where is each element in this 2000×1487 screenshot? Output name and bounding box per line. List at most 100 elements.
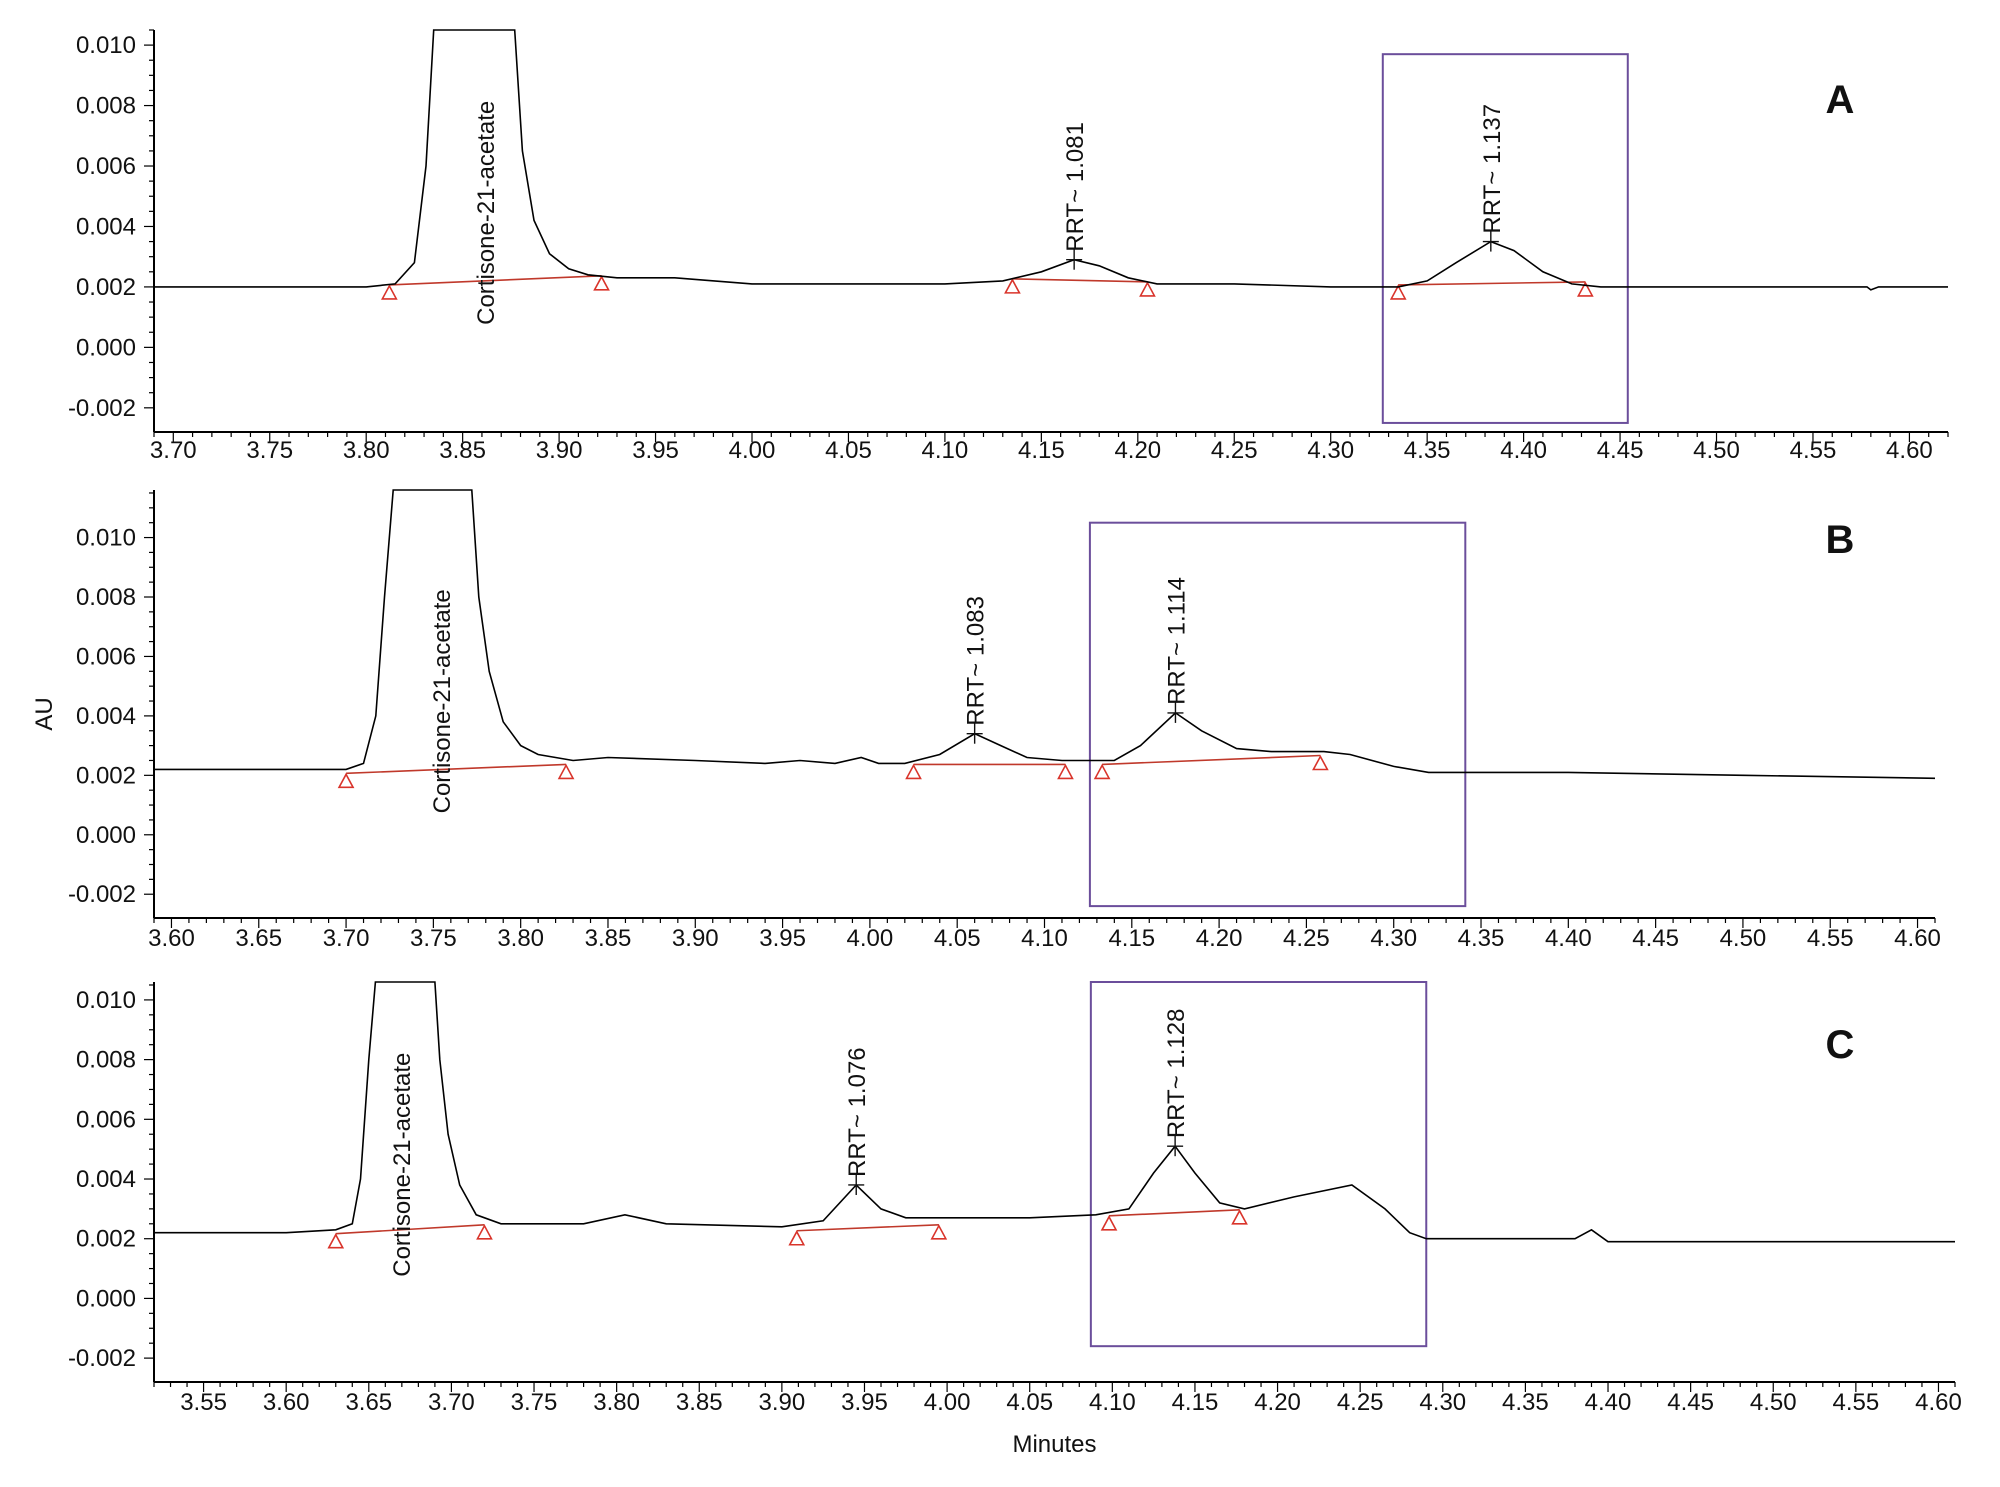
- x-tick-label: 4.25: [1211, 437, 1258, 464]
- panel-label: B: [1826, 518, 1855, 562]
- peak-boundary-marker: [1231, 1209, 1248, 1225]
- x-tick-label: 3.80: [593, 1389, 640, 1416]
- x-tick-label: 4.05: [825, 437, 872, 464]
- y-tick-label: 0.010: [76, 32, 136, 59]
- highlight-box: [1381, 53, 1629, 424]
- y-tick-label: 0.006: [76, 153, 136, 180]
- x-tick-label: 4.60: [1915, 1389, 1962, 1416]
- x-tick-label: 4.45: [1667, 1389, 1714, 1416]
- y-tick-label: -0.002: [68, 395, 136, 422]
- x-tick-label: 3.90: [672, 925, 719, 952]
- x-tick-label: 4.35: [1404, 437, 1451, 464]
- x-tick-label: 3.85: [676, 1389, 723, 1416]
- y-tick-label: 0.002: [76, 762, 136, 789]
- peak-label-rrt: RRT~ 1.076: [844, 1047, 871, 1177]
- y-tick-label: 0.010: [76, 987, 136, 1014]
- x-tick-label: 4.30: [1370, 925, 1417, 952]
- x-tick-label: 4.35: [1458, 925, 1505, 952]
- x-tick-label: 4.00: [847, 925, 894, 952]
- peak-baseline: [346, 763, 567, 775]
- x-tick-label: 4.05: [934, 925, 981, 952]
- peak-boundary-marker: [1057, 763, 1074, 780]
- peak-boundary-marker: [1577, 281, 1594, 297]
- peak-baseline: [1102, 754, 1321, 766]
- peak-boundary-marker: [337, 772, 355, 789]
- panel-label: C: [1826, 1023, 1855, 1067]
- x-tick-label: 4.50: [1720, 925, 1767, 952]
- chromatogram-trace: [154, 489, 1935, 780]
- y-axis-title: AU: [31, 697, 58, 730]
- x-tick-label: 4.60: [1894, 925, 1941, 952]
- x-tick-label: 3.80: [343, 437, 390, 464]
- x-tick-label: 4.40: [1500, 437, 1547, 464]
- peak-boundary-marker: [1093, 763, 1111, 780]
- peak-boundary-marker: [1100, 1215, 1118, 1231]
- x-tick-label: 3.95: [759, 925, 806, 952]
- x-tick-label: 4.35: [1502, 1389, 1549, 1416]
- peak-boundary-marker: [593, 275, 610, 291]
- x-tick-label: 3.90: [759, 1389, 806, 1416]
- x-tick-label: 3.75: [410, 925, 457, 952]
- x-tick-label: 3.95: [841, 1389, 888, 1416]
- peak-label-rrt: RRT~ 1.081: [1062, 122, 1089, 252]
- chromatogram-trace: [154, 29, 1948, 291]
- x-tick-label: 4.00: [729, 437, 776, 464]
- y-tick-label: 0.004: [76, 703, 136, 730]
- peak-label-rrt: RRT~ 1.114: [1163, 577, 1190, 705]
- y-tick-label: 0.000: [76, 822, 136, 849]
- x-tick-label: 3.60: [148, 925, 195, 952]
- peak-label-rrt: RRT~ 1.137: [1479, 104, 1506, 234]
- x-tick-label: 4.20: [1196, 925, 1243, 952]
- x-tick-label: 4.15: [1172, 1389, 1219, 1416]
- peak-baseline: [335, 1223, 485, 1235]
- y-tick-label: 0.006: [76, 1106, 136, 1133]
- peak-baseline: [1012, 278, 1148, 283]
- peak-boundary-marker: [557, 763, 575, 780]
- peak-boundary-marker: [476, 1224, 493, 1240]
- y-tick-label: 0.008: [76, 584, 136, 611]
- y-tick-label: 0.006: [76, 643, 136, 670]
- y-tick-label: 0.004: [76, 213, 136, 240]
- highlight-box: [1089, 981, 1428, 1348]
- x-tick-label: 4.40: [1585, 1389, 1632, 1416]
- x-tick-label: 4.00: [924, 1389, 971, 1416]
- peak-baseline: [796, 1223, 939, 1232]
- y-tick-label: 0.002: [76, 274, 136, 301]
- x-tick-label: 3.55: [180, 1389, 227, 1416]
- peak-boundary-marker: [1389, 284, 1407, 300]
- chart-panel-c: 3.55 3.60 3.65 3.70 3.75 3.80 3.85 3.90 3.95 4.00…: [68, 981, 1962, 1458]
- y-tick-label: -0.002: [68, 881, 136, 908]
- x-tick-label: 4.40: [1545, 925, 1592, 952]
- y-tick-label: 0.008: [76, 1047, 136, 1074]
- peak-boundary-marker: [788, 1230, 806, 1246]
- peak-label-cortisone: Cortisone-21-acetate: [389, 1053, 416, 1277]
- x-tick-label: 3.70: [150, 437, 197, 464]
- x-tick-label: 3.75: [246, 437, 293, 464]
- x-tick-label: 4.05: [1006, 1389, 1053, 1416]
- x-tick-label: 3.60: [263, 1389, 310, 1416]
- y-tick-label: 0.010: [76, 525, 136, 552]
- peak-boundary-marker: [1004, 278, 1021, 294]
- x-tick-label: 3.65: [235, 925, 282, 952]
- x-tick-label: 4.25: [1283, 925, 1330, 952]
- x-tick-label: 4.15: [1108, 925, 1155, 952]
- x-tick-label: 4.10: [1089, 1389, 1136, 1416]
- peak-boundary-marker: [381, 284, 398, 300]
- x-tick-label: 4.45: [1632, 925, 1679, 952]
- peak-label-cortisone: Cortisone-21-acetate: [473, 101, 500, 325]
- highlight-box: [1088, 521, 1467, 908]
- x-tick-label: 4.55: [1790, 437, 1837, 464]
- x-tick-label: 4.55: [1833, 1389, 1880, 1416]
- peak-label-rrt: RRT~ 1.083: [963, 596, 990, 726]
- peak-boundary-marker: [930, 1224, 948, 1240]
- x-axis-title: Minutes: [1012, 1431, 1096, 1458]
- y-tick-label: 0.002: [76, 1226, 136, 1253]
- x-tick-label: 3.65: [345, 1389, 392, 1416]
- y-tick-label: 0.000: [76, 334, 136, 361]
- x-tick-label: 3.85: [585, 925, 632, 952]
- x-tick-label: 3.70: [323, 925, 370, 952]
- peak-boundary-marker: [327, 1233, 345, 1249]
- peak-baseline: [1108, 1209, 1240, 1217]
- x-tick-label: 3.90: [536, 437, 583, 464]
